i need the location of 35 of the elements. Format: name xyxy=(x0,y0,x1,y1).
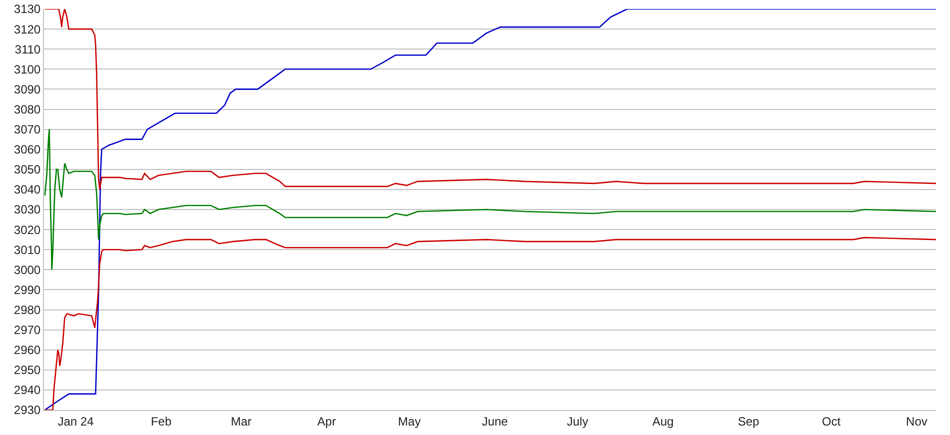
x-tick-label: Aug xyxy=(652,414,674,428)
y-tick-label: 3040 xyxy=(14,182,41,197)
y-tick-label: 3080 xyxy=(14,102,41,116)
x-tick-label: Sep xyxy=(738,414,760,428)
y-tick-label: 2960 xyxy=(14,343,41,358)
y-tick-label: 2980 xyxy=(14,302,41,317)
y-tick-label: 2970 xyxy=(14,323,41,337)
y-tick-label: 3070 xyxy=(14,122,41,136)
y-tick-label: 2930 xyxy=(14,403,41,418)
x-tick-label: Jan 24 xyxy=(58,414,94,428)
y-tick-label: 3000 xyxy=(14,262,41,277)
x-tick-label: Feb xyxy=(150,414,172,428)
y-tick-label: 2990 xyxy=(14,282,41,297)
line-series xyxy=(44,9,936,410)
y-tick-label: 3100 xyxy=(14,62,41,76)
line-series xyxy=(44,128,936,270)
x-tick-label: Nov xyxy=(906,414,928,428)
y-tick-label: 2950 xyxy=(14,363,41,378)
x-tick-label: May xyxy=(398,414,421,428)
y-tick-label: 2940 xyxy=(14,383,41,398)
y-tick-label: 3120 xyxy=(14,22,41,36)
y-tick-label: 3050 xyxy=(14,162,41,177)
y-tick-label: 3130 xyxy=(14,2,41,16)
y-tick-label: 3010 xyxy=(14,242,41,257)
x-tick-label: Apr xyxy=(317,414,336,428)
y-tick-label: 3110 xyxy=(14,42,41,56)
x-tick-label: Mar xyxy=(230,414,252,428)
y-tick-label: 3030 xyxy=(14,202,41,217)
x-tick-label: June xyxy=(482,414,508,428)
y-tick-label: 3020 xyxy=(14,222,41,237)
line-series xyxy=(44,9,936,190)
y-tick-label: 3090 xyxy=(14,82,41,96)
x-tick-label: July xyxy=(566,414,588,428)
y-tick-label: 3060 xyxy=(14,142,41,157)
x-tick-label: Oct xyxy=(822,414,842,428)
